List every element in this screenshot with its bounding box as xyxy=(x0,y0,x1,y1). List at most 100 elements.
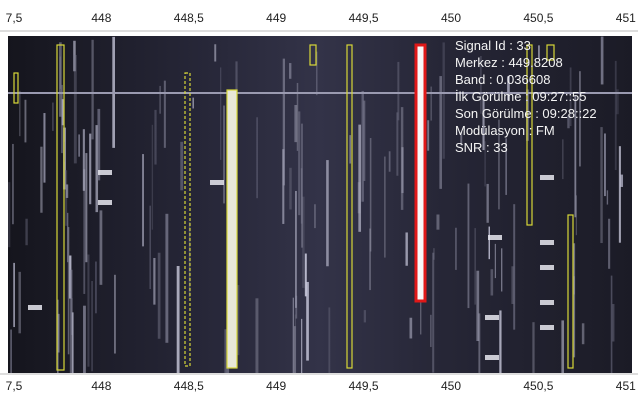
stripe xyxy=(220,67,221,159)
signal-box[interactable] xyxy=(227,90,237,368)
stripe xyxy=(25,219,27,246)
blip xyxy=(540,300,554,305)
info-line: Modülasyon : FM xyxy=(455,123,555,138)
blip xyxy=(540,265,554,270)
stripe xyxy=(10,330,11,373)
stripe xyxy=(608,219,610,269)
stripe xyxy=(97,109,100,180)
stripe xyxy=(223,106,224,204)
info-line: İlk Görülme : 09:27::55 xyxy=(455,89,587,104)
stripe xyxy=(87,255,89,367)
stripe xyxy=(314,204,316,228)
tick-label-top: 449 xyxy=(266,11,286,25)
stripe xyxy=(364,310,366,322)
info-line: Merkez : 449.8208 xyxy=(455,55,563,70)
stripe xyxy=(612,304,614,341)
stripe xyxy=(12,144,13,224)
stripe xyxy=(562,139,563,179)
stripe xyxy=(478,313,480,373)
stripe xyxy=(295,314,296,373)
stripe xyxy=(607,190,608,204)
stripe xyxy=(85,153,87,262)
stripe xyxy=(256,117,257,198)
stripe xyxy=(114,275,116,354)
tick-label-top: 448,5 xyxy=(174,11,204,25)
stripe xyxy=(410,318,413,339)
blip xyxy=(98,170,112,175)
tick-label-bottom: 449 xyxy=(266,379,286,393)
stripe xyxy=(294,105,297,142)
stripe xyxy=(149,206,151,289)
stripe xyxy=(487,184,489,223)
stripe xyxy=(91,40,93,140)
stripe xyxy=(349,135,351,163)
blip xyxy=(540,240,554,245)
stripe xyxy=(95,262,97,314)
stripe xyxy=(489,227,490,260)
stripe xyxy=(289,63,291,79)
info-line: Son Görülme : 09:28::22 xyxy=(455,106,597,121)
tick-label-top: 449,5 xyxy=(349,11,379,25)
tick-label-top: 450,5 xyxy=(523,11,553,25)
stripe xyxy=(83,306,86,373)
page: {"axis": {"ticks": ["7,5", "448", "448,5… xyxy=(0,0,638,403)
blip xyxy=(28,305,42,310)
stripe xyxy=(214,44,216,61)
stripe xyxy=(74,55,77,163)
stripe xyxy=(384,157,385,258)
stripe xyxy=(89,134,91,205)
stripe xyxy=(72,312,74,373)
stripe xyxy=(491,269,494,295)
stripe xyxy=(83,129,85,191)
stripe xyxy=(164,81,166,148)
stripe xyxy=(501,248,502,291)
stripe xyxy=(289,168,291,210)
stripe xyxy=(401,107,403,210)
stripe xyxy=(443,42,445,158)
stripe xyxy=(328,307,330,373)
stripe xyxy=(224,329,226,373)
stripe xyxy=(180,142,183,191)
stripe xyxy=(430,315,431,347)
stripe xyxy=(68,227,70,354)
stripe xyxy=(495,244,496,278)
blip xyxy=(540,325,554,330)
tick-label-bottom: 448 xyxy=(91,379,111,393)
stripe xyxy=(396,112,398,175)
stripe xyxy=(430,87,432,121)
stripe xyxy=(436,214,439,229)
stripe xyxy=(8,182,10,247)
stripe xyxy=(40,147,42,213)
stripe xyxy=(604,133,606,196)
stripe xyxy=(499,310,501,373)
stripe xyxy=(78,134,80,156)
stripe xyxy=(100,210,103,284)
stripe xyxy=(43,113,45,183)
stripe xyxy=(619,146,621,243)
stripe xyxy=(301,124,302,248)
stripe xyxy=(455,228,456,270)
stripe xyxy=(405,232,407,265)
stripe xyxy=(18,272,21,333)
stripe xyxy=(532,322,534,373)
blip xyxy=(485,315,499,320)
stripe xyxy=(177,266,180,373)
stripe xyxy=(370,138,372,251)
stripe xyxy=(468,184,470,308)
stripe xyxy=(255,298,258,373)
stripe xyxy=(513,204,515,329)
tick-label-top: 451 xyxy=(616,11,636,25)
stripe xyxy=(601,37,604,85)
blip xyxy=(540,175,554,180)
stripe xyxy=(153,258,155,305)
stripe xyxy=(306,282,309,361)
tick-label-bottom: 450,5 xyxy=(523,379,553,393)
stripe xyxy=(582,323,584,344)
stripe xyxy=(420,297,421,335)
stripe xyxy=(91,281,92,371)
tick-label-top: 448 xyxy=(91,11,111,25)
stripe xyxy=(389,151,391,171)
stripe xyxy=(60,57,61,89)
selected-signal[interactable] xyxy=(416,45,425,301)
blip xyxy=(488,235,502,240)
